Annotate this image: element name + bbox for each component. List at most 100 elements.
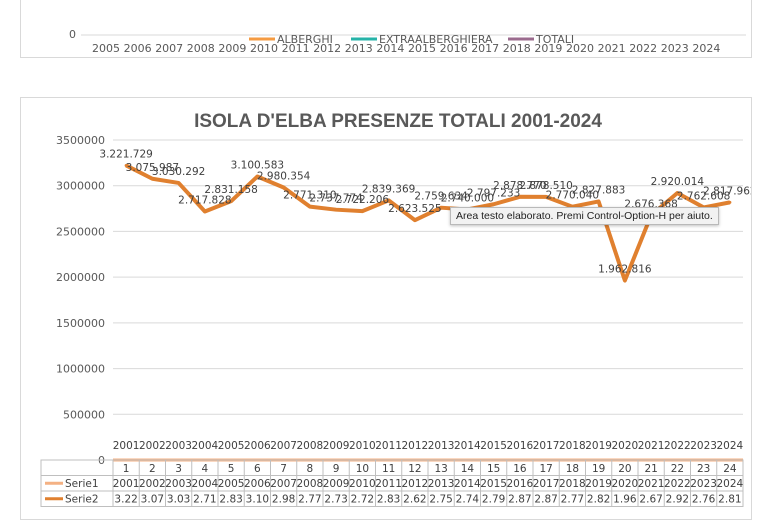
serie2-data-label: 2.878.770 [493, 180, 546, 192]
serie1-data-label: 2021 [638, 440, 665, 452]
table-header-cell: 23 [697, 463, 710, 475]
x-tick-label: 2020 [566, 42, 594, 55]
main-chart-panel[interactable]: ISOLA D'ELBA PRESENZE TOTALI 2001-2024 0 5… [20, 97, 752, 520]
serie2-data-label: 3.221.729 [99, 148, 152, 160]
table-cell: 2.79 [482, 494, 505, 506]
table-cell: 2003 [165, 478, 192, 490]
table-cell: 2.77 [561, 494, 584, 506]
table-cell: 2014 [454, 478, 481, 490]
serie1-data-label: 2013 [428, 440, 455, 452]
serie1-data-label: 2006 [244, 440, 271, 452]
serie1-data-label: 2014 [454, 440, 481, 452]
serie2-point [623, 279, 627, 283]
table-cell: 3.03 [167, 494, 190, 506]
text-area-tooltip: Area testo elaborato. Premi Control-Opti… [450, 207, 719, 225]
table-header-cell: 15 [487, 463, 500, 475]
table-cell: 2002 [139, 478, 166, 490]
serie1-data-label: 2008 [297, 440, 324, 452]
x-tick-label: 2016 [440, 42, 468, 55]
serie1-data-label: 2023 [690, 440, 717, 452]
serie2-point [229, 199, 233, 203]
serie1-data-label: 2002 [139, 440, 166, 452]
serie2-data-label: 2.722.206 [336, 194, 390, 206]
x-tick-label: 2010 [250, 42, 278, 55]
x-tick-label: 2007 [155, 42, 183, 55]
serie2-point [334, 208, 338, 212]
serie1-data-label: 2004 [192, 440, 219, 452]
serie2-data-label: 2.623.525 [388, 203, 441, 215]
table-header-cell: 1 [123, 463, 130, 475]
table-cell: 2012 [402, 478, 429, 490]
x-tick-label: 2021 [598, 42, 626, 55]
legend-label: EXTRAALBERGHIERA [379, 33, 493, 46]
serie1-data-label: 2018 [559, 440, 586, 452]
serie2-point [124, 163, 128, 167]
table-cell: 2.74 [456, 494, 480, 506]
table-series-name: Serie2 [65, 494, 99, 506]
table-cell: 2016 [507, 478, 534, 490]
serie2-point [255, 175, 259, 179]
serie2-data-label: 2.759.634 [414, 191, 468, 203]
serie2-point [518, 195, 522, 199]
serie1-data-label: 2007 [270, 440, 297, 452]
table-cell: 3.10 [246, 494, 269, 506]
serie2-data-label: 2.827.883 [572, 184, 625, 196]
table-header-cell: 13 [434, 463, 447, 475]
table-cell: 2005 [218, 478, 245, 490]
table-header-cell: 4 [202, 463, 209, 475]
serie2-data-label: 2.737.774 [309, 193, 363, 205]
y-tick-label: 3500000 [56, 134, 105, 147]
serie2-point [387, 198, 391, 202]
legend-label: ALBERGHI [277, 33, 333, 46]
table-cell: 2.76 [692, 494, 716, 506]
serie2-data-label: 2.717.828 [178, 195, 231, 207]
serie1-data-label: 2017 [533, 440, 560, 452]
serie1-data-label: 2010 [349, 440, 376, 452]
serie1-data-label: 2024 [717, 440, 744, 452]
x-tick-label: 2012 [313, 42, 341, 55]
serie2-point [544, 195, 548, 199]
x-tick-label: 2006 [124, 42, 152, 55]
table-header-cell: 3 [175, 463, 182, 475]
table-cell: 2021 [638, 478, 665, 490]
serie2-point [675, 191, 679, 195]
table-header-cell: 6 [254, 463, 261, 475]
x-tick-label: 2011 [282, 42, 310, 55]
table-header-cell: 20 [618, 463, 631, 475]
table-cell: 2.83 [219, 494, 242, 506]
table-cell: 2.83 [377, 494, 400, 506]
table-cell: 2015 [480, 478, 507, 490]
serie2-point [308, 205, 312, 209]
table-cell: 2.67 [639, 494, 662, 506]
serie1-data-label: 2009 [323, 440, 350, 452]
table-header-cell: 17 [539, 463, 552, 475]
table-header-cell: 10 [356, 463, 369, 475]
table-header-cell: 24 [723, 463, 737, 475]
table-header-cell: 16 [513, 463, 527, 475]
serie2-point [150, 177, 154, 181]
table-cell: 2.82 [587, 494, 610, 506]
x-tick-label: 2024 [692, 42, 720, 55]
table-cell: 2.73 [324, 494, 347, 506]
table-cell: 3.07 [141, 494, 164, 506]
serie2-data-label: 2.762.608 [677, 190, 730, 202]
x-tick-label: 2017 [471, 42, 499, 55]
serie2-data-label: 2.920.014 [651, 176, 705, 188]
serie1-data-label: 2020 [612, 440, 639, 452]
top-chart-panel[interactable]: 0 2005 2006 2007 2008 2009 2010 2011 2012 2013 201… [20, 0, 752, 58]
table-cell: 2019 [585, 478, 612, 490]
serie2-line [125, 163, 731, 283]
serie2-data-label: 3.075.987 [126, 162, 179, 174]
serie2-data-label: 2.797.233 [467, 187, 520, 199]
serie1-data-label: 2022 [664, 440, 691, 452]
x-tick-label: 2013 [345, 42, 373, 55]
x-tick-label: 2009 [218, 42, 246, 55]
table-cell: 2.71 [193, 494, 216, 506]
table-series-name: Serie1 [65, 478, 99, 490]
x-tick-label: 2008 [187, 42, 215, 55]
serie2-data-label: 2.831.158 [204, 184, 257, 196]
table-cell: 2018 [559, 478, 586, 490]
table-cell: 2008 [297, 478, 324, 490]
serie2-data-label: 3.100.583 [231, 160, 284, 172]
table-cell: 2001 [113, 478, 140, 490]
